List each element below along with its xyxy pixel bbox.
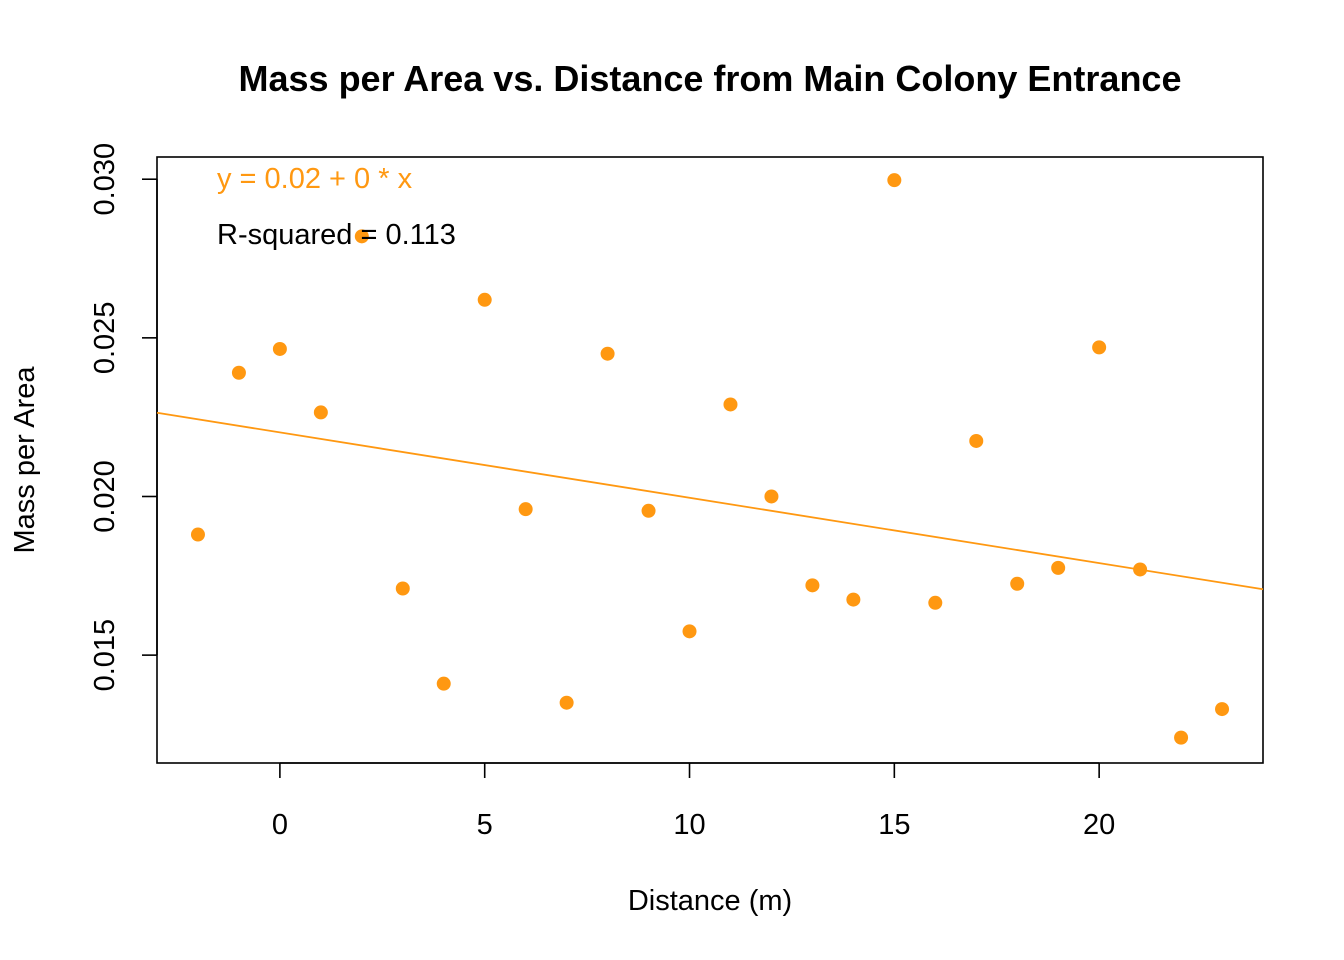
regression-line [156,411,1264,591]
equation-annotation: y = 0.02 + 0 * x [217,163,413,195]
data-point [887,173,902,188]
data-point [641,503,656,518]
x-axis-label: Distance (m) [628,885,792,917]
data-point [395,581,410,596]
x-tick-label: 20 [1083,809,1115,841]
y-tick-label: 0.025 [89,302,121,375]
data-point [846,592,861,607]
data-point [436,676,451,691]
data-point [1215,702,1230,717]
data-point [559,695,574,710]
r-squared-annotation: R-squared = 0.113 [217,219,456,251]
y-tick-label: 0.020 [89,460,121,533]
x-axis: 0 5 10 15 20 [272,762,1115,841]
data-point [477,292,492,307]
y-axis-label: Mass per Area [9,366,41,554]
data-point [272,341,287,356]
data-point [518,502,533,517]
y-tick-label: 0.015 [89,619,121,692]
x-tick-label: 0 [272,809,288,841]
data-point [190,527,205,542]
data-point [1051,560,1066,575]
x-tick-label: 5 [477,809,493,841]
data-point [354,229,369,244]
data-point [723,397,738,412]
x-tick-label: 10 [673,809,705,841]
chart-title: Mass per Area vs. Distance from Main Col… [239,58,1182,99]
data-point [600,346,615,361]
data-point [1010,576,1025,591]
data-point [764,489,779,504]
data-point [1174,730,1189,745]
x-tick-label: 15 [878,809,910,841]
data-point [928,595,943,610]
data-point [1133,562,1148,577]
data-point [1092,340,1107,355]
y-tick-label: 0.030 [89,143,121,216]
data-points [190,173,1230,745]
data-point [969,433,984,448]
data-point [231,365,246,380]
data-point [313,405,328,420]
y-axis: 0.015 0.020 0.025 0.030 [89,143,158,692]
data-point [805,578,820,593]
data-point [682,624,697,639]
